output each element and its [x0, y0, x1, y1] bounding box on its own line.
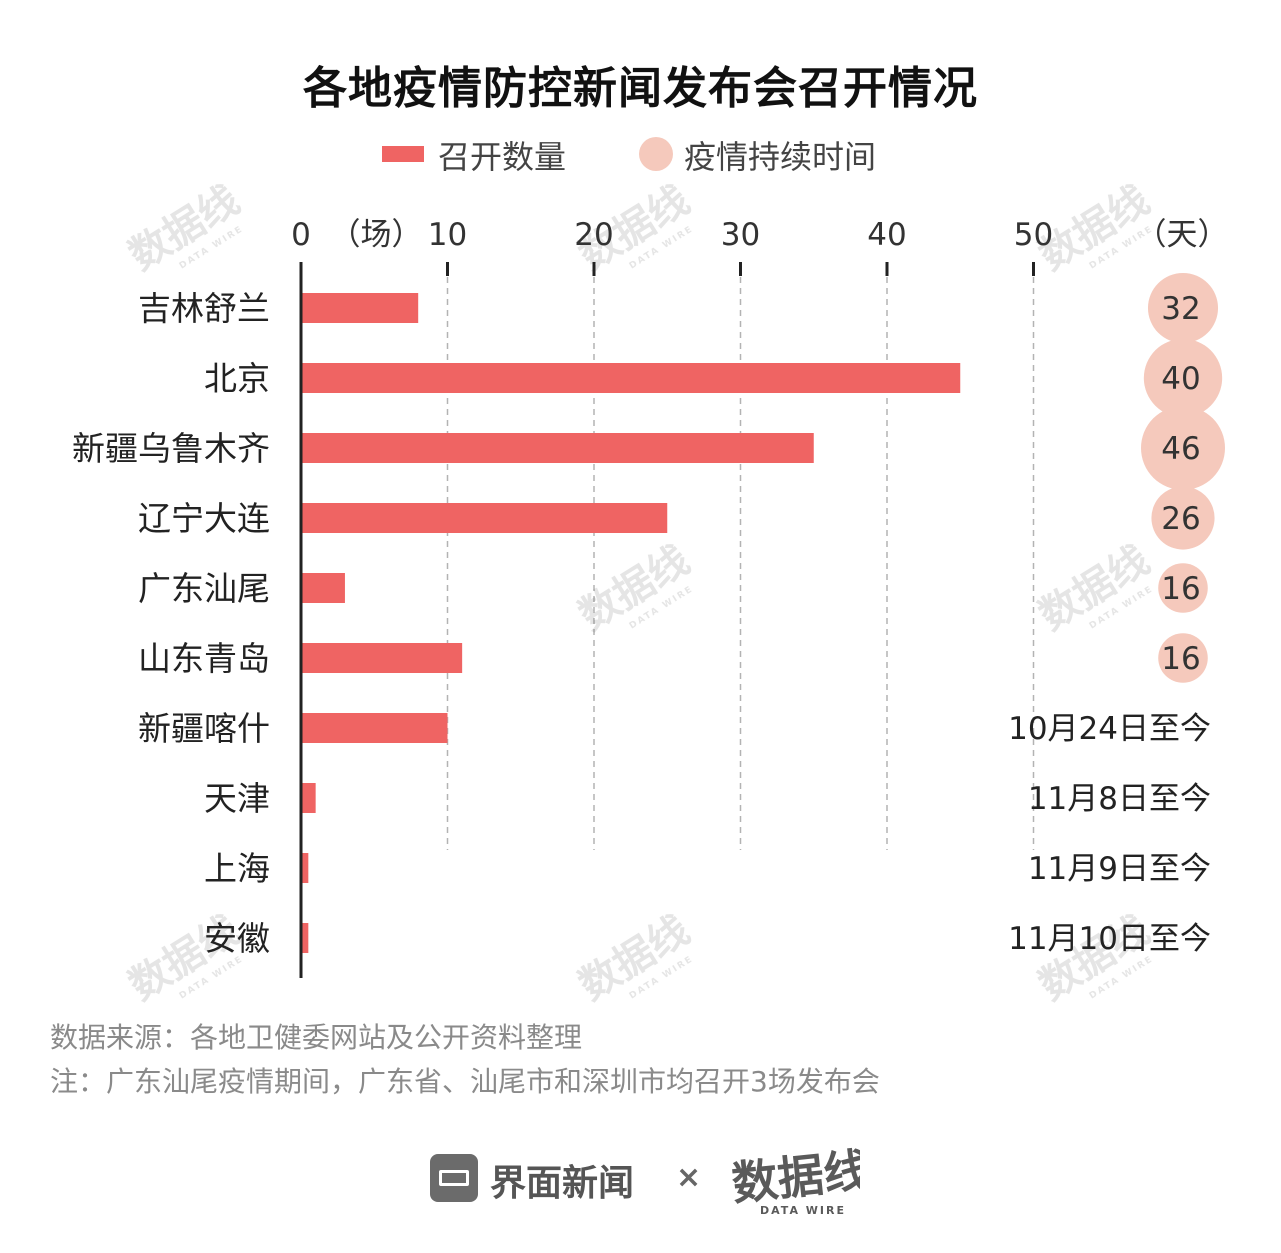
category-label: 辽宁大连	[138, 499, 270, 538]
bar	[301, 853, 309, 883]
bar	[301, 783, 316, 813]
source-note: 数据来源：各地卫健委网站及公开资料整理	[50, 1021, 583, 1054]
category-label: 吉林舒兰	[138, 289, 270, 328]
bar	[301, 503, 668, 533]
legend: 召开数量 疫情持续时间	[0, 132, 1281, 176]
category-label: 广东汕尾	[138, 569, 270, 608]
bar	[301, 643, 463, 673]
duration-bubble	[1141, 406, 1225, 490]
duration-value-label: 32	[1161, 291, 1200, 327]
category-label: 安徽	[204, 919, 270, 958]
bars	[301, 293, 961, 953]
bar	[301, 293, 419, 323]
legend-dot-label: 疫情持续时间	[684, 138, 877, 176]
footnotes: 数据来源：各地卫健委网站及公开资料整理 注：广东汕尾疫情期间，广东省、汕尾市和深…	[50, 1016, 880, 1104]
bar	[301, 923, 309, 953]
category-label: 天津	[204, 779, 270, 818]
x-axis-ticks: 0 10 20 30 40 50 （场） （天）	[291, 217, 1229, 276]
duration-since-label: 10月24日至今	[1008, 711, 1211, 747]
duration-value-label: 46	[1161, 431, 1200, 467]
brand-separator: ×	[676, 1160, 702, 1195]
category-label: 上海	[204, 849, 270, 888]
duration-bubble	[1158, 563, 1208, 613]
bar	[301, 363, 961, 393]
duration-since-label: 11月8日至今	[1028, 781, 1211, 817]
duration-unit-label: （天）	[1136, 217, 1229, 253]
jiemian-logo-icon	[430, 1154, 478, 1202]
x-tick-label: 10	[428, 217, 467, 253]
legend-bar-label: 召开数量	[438, 138, 567, 176]
chart-title: 各地疫情防控新闻发布会召开情况	[303, 63, 978, 114]
duration-bubble	[1143, 338, 1223, 418]
datawire-logo: 数据线 DATA WIRE	[730, 1143, 860, 1217]
duration-value-label: 26	[1161, 501, 1200, 537]
duration-since-label: 11月9日至今	[1028, 851, 1211, 887]
category-label: 山东青岛	[138, 639, 270, 678]
duration-bubble	[1151, 486, 1215, 550]
category-label: 新疆喀什	[138, 709, 270, 748]
duration-value-label: 16	[1161, 571, 1200, 607]
x-tick-label: 50	[1014, 217, 1053, 253]
x-unit-label: （场）	[330, 217, 423, 253]
grid-lines	[446, 266, 1035, 850]
category-label: 新疆乌鲁木齐	[72, 429, 270, 468]
x-tick-label: 0	[291, 217, 311, 253]
legend-bar-swatch	[382, 146, 424, 162]
bar	[301, 573, 345, 603]
bar	[301, 713, 448, 743]
x-tick-label: 30	[721, 217, 760, 253]
datawire-logo-text: 数据线	[730, 1143, 860, 1211]
x-tick-label: 20	[574, 217, 613, 253]
duration-bubble	[1158, 633, 1208, 683]
footer: 界面新闻 × 数据线 DATA WIRE	[0, 1140, 1281, 1220]
legend-dot-swatch	[639, 137, 673, 171]
duration-value-label: 40	[1161, 361, 1200, 397]
bar	[301, 433, 814, 463]
jiemian-brand: 界面新闻	[490, 1163, 635, 1204]
bar-chart: 0 10 20 30 40 50 （场） （天） 吉林舒兰北京新疆乌鲁木齐辽宁大连广东汕尾山东…	[72, 217, 1229, 978]
datawire-logo-sub: DATA WIRE	[760, 1204, 846, 1217]
duration-since-label: 11月10日至今	[1008, 921, 1211, 957]
duration-value-label: 16	[1161, 641, 1200, 677]
explanatory-note: 注：广东汕尾疫情期间，广东省、汕尾市和深圳市均召开3场发布会	[50, 1065, 880, 1098]
duration-bubble	[1147, 272, 1219, 344]
duration-column: 32 40 46 26 16 16 10月24日至今 11月8日至今 11月9日至今 11月10日…	[1008, 272, 1225, 957]
x-tick-label: 40	[867, 217, 906, 253]
category-label: 北京	[204, 359, 270, 398]
